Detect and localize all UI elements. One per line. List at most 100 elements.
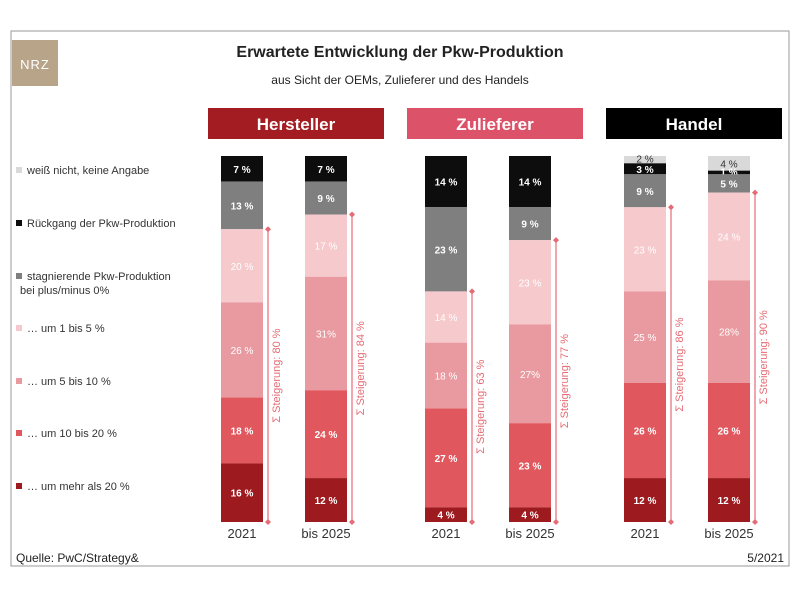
legend-label-up10_20: … um 10 bis 20 % xyxy=(27,428,117,440)
bar-segment-stagnate xyxy=(624,174,666,208)
bar-segment-up20 xyxy=(509,507,551,522)
bar-label-up20: 16 % xyxy=(231,489,254,500)
bar-label-up5_10: 26 % xyxy=(231,346,254,357)
bar-label-stagnate: 5 % xyxy=(720,179,737,190)
bar-segment-up10_20 xyxy=(425,408,467,508)
bar-label-up10_20: 26 % xyxy=(634,427,657,438)
bar-segment-up20 xyxy=(624,478,666,522)
bar-segment-up1_5 xyxy=(624,207,666,292)
increase-label: Σ Steigerung: 80 % xyxy=(271,328,283,422)
bar-segment-up5_10 xyxy=(305,276,347,391)
bar-segment-decline xyxy=(509,156,551,208)
bar-label-stagnate: 9 % xyxy=(521,220,538,231)
legend-label-up1_5: … um 1 bis 5 % xyxy=(27,323,105,335)
bar-segment-up10_20 xyxy=(509,423,551,508)
increase-bracket-top xyxy=(265,226,271,233)
group-header-handel xyxy=(606,108,782,139)
bar-segment-decline xyxy=(624,163,666,175)
bar-segment-stagnate xyxy=(509,207,551,241)
bar-label-up20: 12 % xyxy=(634,496,657,507)
bar-segment-up10_20 xyxy=(221,397,263,464)
increase-bracket-top xyxy=(553,237,559,244)
bar-label-up20: 4 % xyxy=(521,511,538,522)
bar-label-decline: 7 % xyxy=(233,165,250,176)
increase-bracket-bottom xyxy=(349,519,355,525)
bar-label-up10_20: 24 % xyxy=(315,430,338,441)
bar-label-decline: 14 % xyxy=(519,178,542,189)
bar-groups: Hersteller 7 % 13 % 20 % 26 % 18 % 16 % 2021 Σ S… xyxy=(208,108,782,541)
bar-segment-up1_5 xyxy=(305,214,347,277)
bar-segment-decline xyxy=(425,156,467,208)
group-header-zulieferer xyxy=(407,108,583,139)
group-header-label-zulieferer: Zulieferer xyxy=(456,115,534,134)
bar-label-up1_5: 23 % xyxy=(634,245,657,256)
category-label: 2021 xyxy=(228,526,257,541)
bar-label-up1_5: 20 % xyxy=(231,262,254,273)
legend-label-dunno: weiß nicht, keine Angabe xyxy=(26,165,149,177)
bar-segment-up10_20 xyxy=(305,390,347,479)
category-label: bis 2025 xyxy=(704,526,753,541)
bar-label-stagnate: 13 % xyxy=(231,201,254,212)
legend-swatch-dunno xyxy=(16,167,22,173)
bar-label-up5_10: 27% xyxy=(520,370,540,381)
bar-label-up20: 12 % xyxy=(315,496,338,507)
bar-label-up5_10: 28% xyxy=(719,328,739,339)
bar-label-decline: 7 % xyxy=(317,165,334,176)
increase-label: Σ Steigerung: 90 % xyxy=(758,310,770,404)
bar-segment-stagnate xyxy=(425,207,467,292)
bar-segment-dunno xyxy=(624,156,666,164)
increase-bracket-top xyxy=(668,204,674,211)
bar-segment-stagnate xyxy=(305,181,347,215)
bar-segment-up5_10 xyxy=(509,324,551,424)
bar-segment-up1_5 xyxy=(509,240,551,325)
increase-bracket-bottom xyxy=(265,519,271,525)
legend-label-decline: Rückgang der Pkw-Produktion xyxy=(27,218,176,230)
increase-bracket-bottom xyxy=(469,519,475,525)
group-handel: Handel 2 %3 % 9 % 23 % 25 % 26 % 12 % 2021 Σ Ste… xyxy=(606,108,782,541)
bar-segment-up1_5 xyxy=(708,192,750,281)
increase-label: Σ Steigerung: 77 % xyxy=(559,334,571,428)
bar-label-up10_20: 18 % xyxy=(231,427,254,438)
bar-segment-decline xyxy=(708,170,750,175)
bar-label-dunno: 4 % xyxy=(720,159,737,170)
bar-label-decline: 1 % xyxy=(720,167,737,178)
increase-label: Σ Steigerung: 86 % xyxy=(674,317,686,411)
increase-bracket-top xyxy=(752,189,758,196)
bar-label-decline: 14 % xyxy=(435,178,458,189)
legend-swatch-up5_10 xyxy=(16,378,22,384)
legend-swatch-up10_20 xyxy=(16,430,22,436)
increase-label: Σ Steigerung: 84 % xyxy=(355,321,367,415)
chart-title: Erwartete Entwicklung der Pkw-Produktion xyxy=(236,44,563,61)
bar-label-up20: 12 % xyxy=(718,496,741,507)
increase-bracket-bottom xyxy=(752,519,758,525)
bar-label-up20: 4 % xyxy=(437,511,454,522)
legend-swatch-up1_5 xyxy=(16,325,22,331)
bar-label-stagnate: 9 % xyxy=(317,194,334,205)
legend-label2-stagnate: bei plus/minus 0% xyxy=(20,285,109,297)
group-hersteller: Hersteller 7 % 13 % 20 % 26 % 18 % 16 % 2021 Σ S… xyxy=(208,108,384,541)
legend-swatch-stagnate xyxy=(16,273,22,279)
increase-bracket-bottom xyxy=(553,519,559,525)
bar-label-up10_20: 23 % xyxy=(519,461,542,472)
bar-segment-stagnate xyxy=(221,181,263,230)
date-note: 5/2021 xyxy=(747,551,784,565)
legend-label-stagnate: stagnierende Pkw-Produktion xyxy=(27,271,171,283)
bar-label-up1_5: 14 % xyxy=(435,313,458,324)
category-label: 2021 xyxy=(631,526,660,541)
bar-label-up10_20: 26 % xyxy=(718,427,741,438)
bar-segment-decline xyxy=(305,156,347,182)
logo: NRZ xyxy=(12,40,58,86)
bar-label-stagnate: 23 % xyxy=(435,245,458,256)
bar-segment-up1_5 xyxy=(425,291,467,343)
bar-label-decline: 3 % xyxy=(636,165,653,176)
bar-segment-up5_10 xyxy=(221,302,263,398)
bar-label-stagnate: 9 % xyxy=(636,187,653,198)
bar-segment-up1_5 xyxy=(221,229,263,303)
legend-swatch-up20 xyxy=(16,483,22,489)
legend-label-up5_10: … um 5 bis 10 % xyxy=(27,376,111,388)
group-header-hersteller xyxy=(208,108,384,139)
group-header-label-hersteller: Hersteller xyxy=(257,115,336,134)
chart-subtitle: aus Sicht der OEMs, Zulieferer und des H… xyxy=(271,73,528,87)
